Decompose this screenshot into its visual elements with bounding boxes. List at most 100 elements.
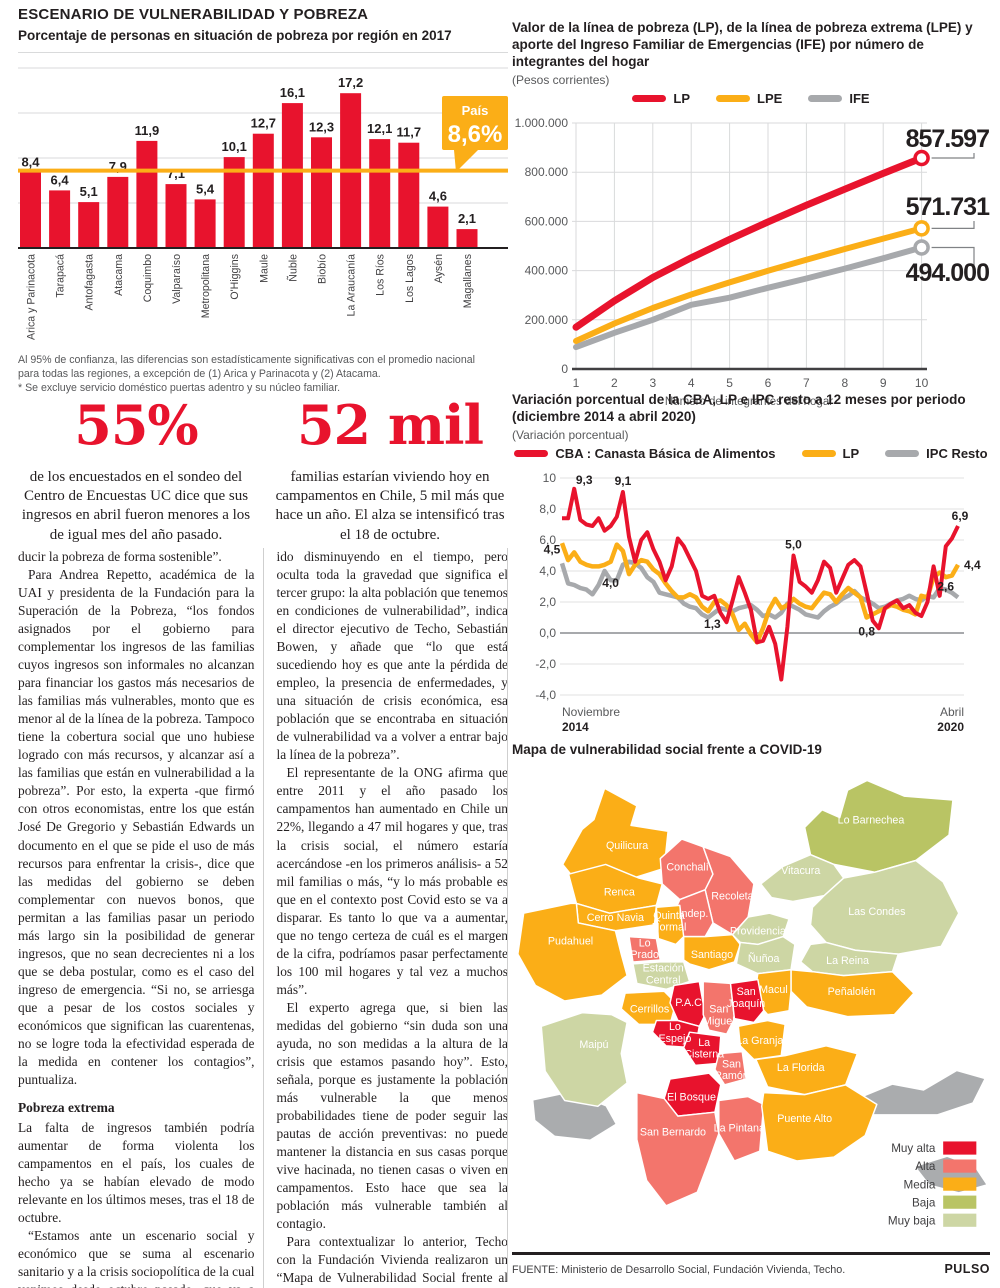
map-region-label: Miguel	[703, 1015, 735, 1027]
map-region-label: Renca	[604, 886, 635, 898]
variation-chart-block: Variación porcentual de la CBA, LP e IPC…	[512, 392, 990, 743]
poverty-line-chart-svg: 1.000.000 800.000 600.000 400.000 200.000 01 2…	[515, 116, 991, 408]
map-region-label: Providencia	[730, 926, 786, 938]
map-region-label: Puente Alto	[777, 1113, 832, 1125]
bar	[223, 157, 245, 248]
map-region-label: P.A.C	[675, 997, 702, 1009]
y-tick-label: 8,0	[539, 502, 556, 516]
legend-swatch	[885, 450, 920, 458]
series-line-LP	[572, 154, 926, 331]
stat-description: familias estarían viviendo hoy en campam…	[275, 469, 505, 543]
x-tick-label: 4	[688, 376, 695, 390]
map-region-label: Quinta	[653, 910, 685, 922]
series-line-LPE	[573, 225, 925, 344]
map-region-label: Peñalolén	[828, 986, 876, 998]
bar	[456, 229, 478, 248]
legend-item: CBA : Canasta Básica de Alimentos	[514, 446, 776, 462]
page-footer: FUENTE: Ministerio de Desarrollo Social,…	[512, 1252, 990, 1276]
bar	[398, 142, 420, 248]
stat-55: 55% de los encuestados en el sondeo del …	[18, 398, 254, 545]
map-region-label: Normal	[652, 922, 687, 934]
map-region-label: Cerro Navia	[587, 912, 644, 924]
column-divider	[507, 548, 508, 1282]
bar-value-label: 12,7	[251, 116, 276, 131]
map-region-label: Santiago	[691, 949, 733, 961]
data-annotation: 4,4	[964, 558, 981, 572]
map-region-la-pintana	[718, 1095, 765, 1162]
paragraph: “Estamos ante un escenario social y econ…	[18, 1228, 255, 1288]
map-region-lo-prado	[628, 935, 662, 963]
bar-category-label: Los Ríos	[375, 254, 387, 296]
y-tick-label: -4,0	[535, 688, 556, 702]
paragraph: Para contextualizar lo anterior, Techo c…	[277, 1233, 509, 1288]
bar-value-label: 11,7	[397, 125, 422, 140]
legend-label: LP	[842, 446, 860, 462]
legend-item: IFE	[808, 91, 870, 106]
map-region-label: La	[698, 1037, 710, 1049]
end-value-label: 494.000	[906, 259, 989, 287]
data-annotation: 4,0	[602, 576, 619, 590]
x-axis-title: Número de integrantes del hogar	[665, 396, 833, 408]
data-annotation: 9,3	[576, 473, 593, 487]
bar	[281, 103, 303, 248]
bar-chart-title: Porcentaje de personas en situación de p…	[18, 28, 452, 43]
bar-value-label: 7,1	[167, 166, 185, 181]
bar-category-label: Valparaíso	[171, 254, 183, 304]
paragraph: ducir la pobreza de forma sostenible”.	[18, 549, 222, 564]
bar-value-label: 12,3	[309, 119, 334, 134]
map-region-label: Pudahuel	[548, 935, 593, 947]
article-column-2: ido disminuyendo en el tiempo, pero ocul…	[262, 548, 509, 1288]
bar-value-label: 16,1	[280, 85, 305, 100]
bar	[252, 133, 274, 248]
legend-label: LP	[673, 91, 691, 107]
bar-value-label: 5,4	[196, 181, 215, 196]
end-value-label: 571.731	[906, 193, 990, 221]
bar-category-label: Antofagasta	[84, 254, 96, 311]
legend-swatch	[514, 450, 549, 458]
bar-category-label: Magallanes	[462, 254, 474, 308]
map-region-label: Joaquín	[727, 998, 765, 1010]
bar-category-label: Biobío	[317, 254, 329, 284]
bar	[427, 206, 449, 248]
bar-category-label: Ñuble	[286, 254, 299, 282]
bar-category-label: Maule	[258, 254, 270, 283]
bar-category-label: Coquimbo	[142, 254, 154, 302]
bar	[369, 139, 391, 248]
bar-category-label: Los Lagos	[404, 254, 416, 303]
bar-value-label: 17,2	[338, 75, 363, 90]
bar-chart-svg: 8,4 Arica y Parinacota 6,4 Tarapacá 5,1 Antof…	[18, 67, 508, 340]
map-region-san-ram-n	[714, 1050, 747, 1086]
map-region-las-condes	[809, 859, 960, 955]
map-region-label: Ramón	[714, 1070, 749, 1082]
x-tick-label: 7	[803, 376, 810, 390]
legend-swatch	[801, 450, 836, 458]
x-start-year: 2014	[562, 720, 589, 734]
map-region-label: Lo	[639, 937, 651, 949]
data-annotation: 9,1	[615, 474, 632, 488]
end-label-connector	[931, 152, 975, 159]
y-tick-label: 600.000	[525, 214, 569, 228]
x-tick-label: 6	[765, 376, 772, 390]
legend-item: LP	[801, 446, 860, 462]
bar-value-label: 10,1	[222, 139, 247, 154]
end-label-connector	[931, 220, 975, 229]
map-region-label: San Bernardo	[640, 1126, 706, 1138]
map-region-label: Conchalí	[666, 861, 708, 873]
map-region-label: San	[709, 1004, 728, 1016]
map-region-santiago	[682, 933, 742, 971]
map-region-label: La Reina	[826, 955, 869, 967]
bar	[165, 184, 187, 248]
map-region-label: Cisterna	[684, 1048, 724, 1060]
map-region-la-cisterna	[682, 1031, 722, 1066]
series-line	[559, 542, 960, 645]
map-legend-swatch	[943, 1159, 977, 1173]
y-tick-label: 2,0	[539, 595, 556, 609]
x-tick-label: 2	[611, 376, 618, 390]
article-body: ducir la pobreza de forma sostenible”. P…	[18, 548, 508, 1288]
legend-label: CBA : Canasta Básica de Alimentos	[555, 446, 776, 462]
y-tick-label: 200.000	[525, 312, 569, 326]
stat-value: 55%	[74, 393, 198, 457]
paragraph: La falta de ingresos también podría aume…	[18, 1119, 255, 1226]
bar	[107, 176, 129, 248]
